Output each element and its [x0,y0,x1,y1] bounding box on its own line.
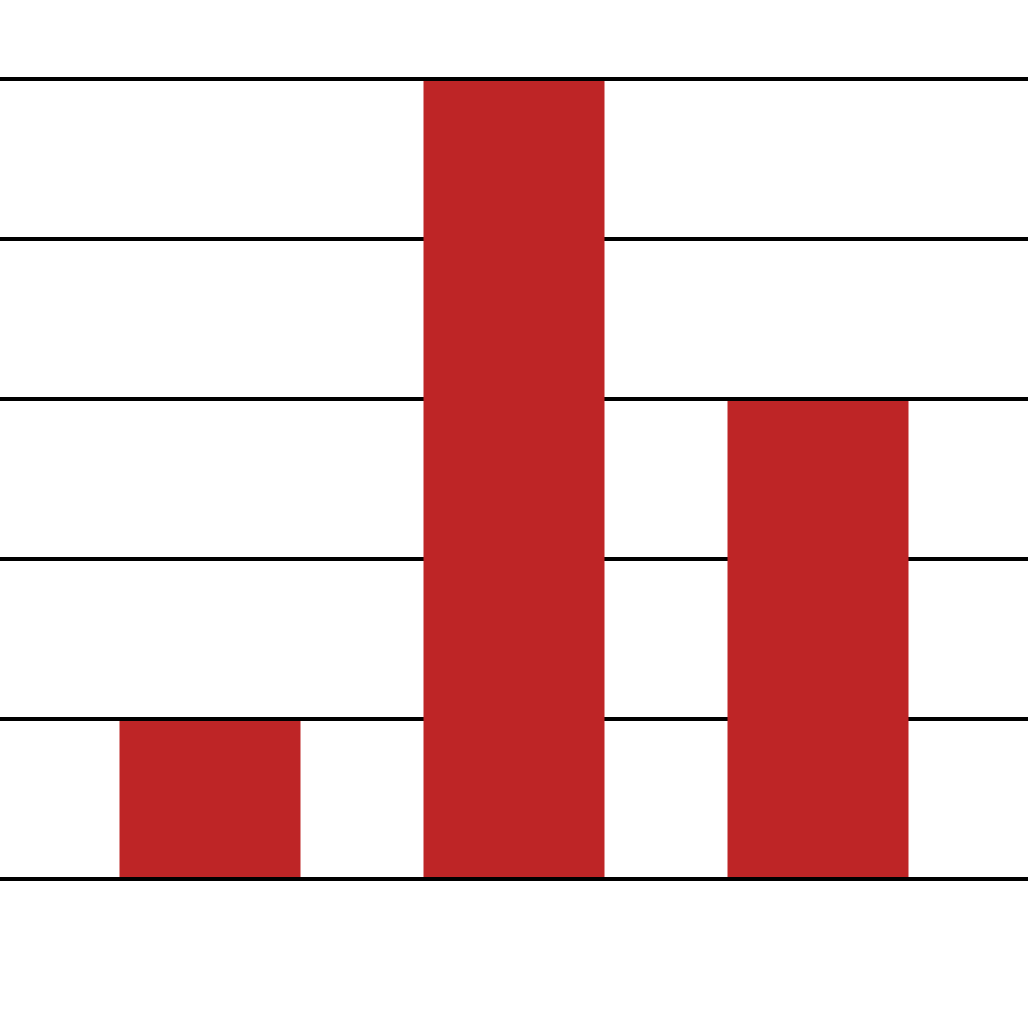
bar-3 [727,401,909,877]
bar-1 [119,721,301,877]
bars [119,81,909,877]
bar-2 [423,81,605,877]
